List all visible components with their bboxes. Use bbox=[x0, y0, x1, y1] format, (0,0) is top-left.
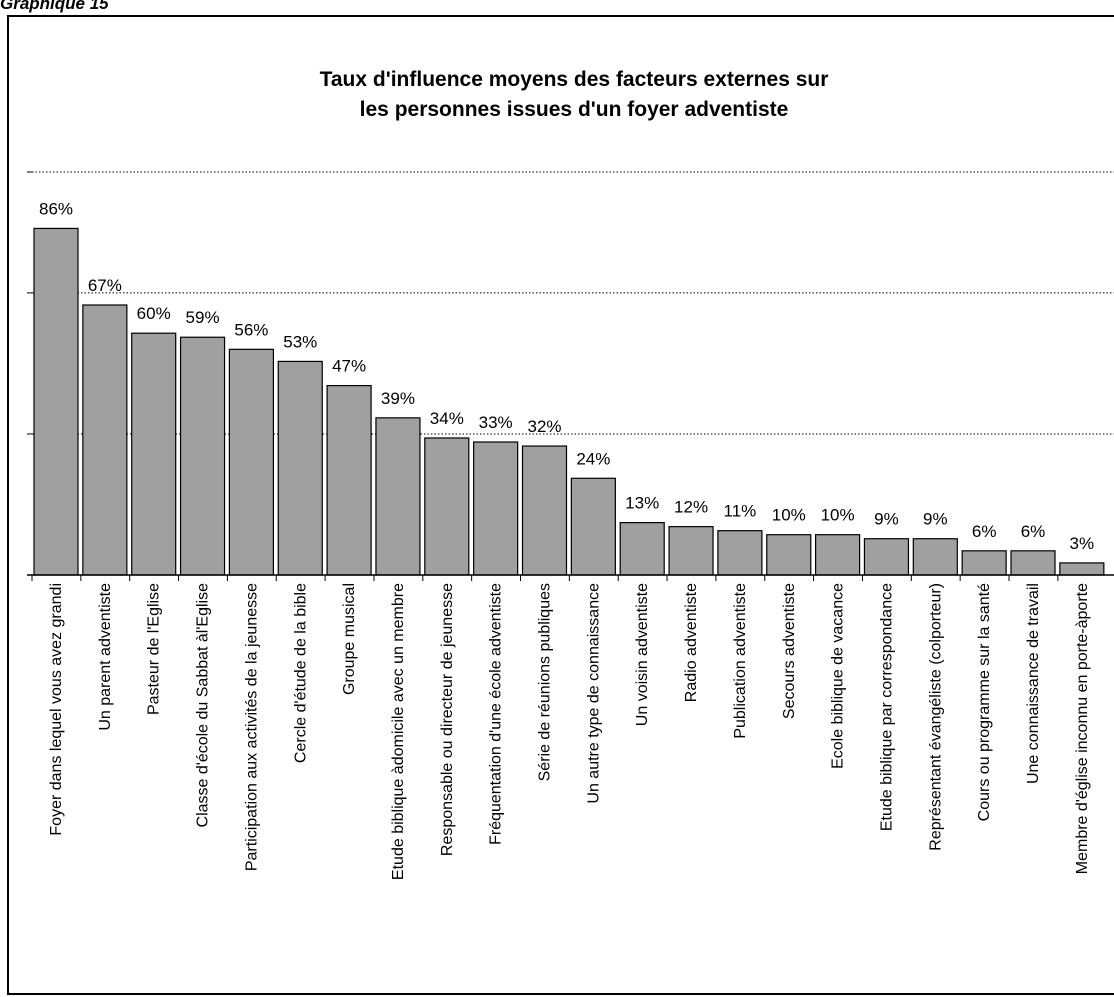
category-label-21: Une connaissance de travail bbox=[1025, 583, 1042, 784]
bar-3 bbox=[131, 332, 177, 576]
category-label-7: Groupe musical bbox=[341, 583, 358, 695]
bar-10 bbox=[473, 441, 519, 576]
bar-14 bbox=[668, 526, 714, 576]
figure-caption: Graphique 15 bbox=[0, 0, 109, 13]
bar-chart: Taux d'influence moyens des facteurs ext… bbox=[27, 68, 1114, 880]
bar-15 bbox=[717, 530, 763, 576]
category-label-19: Représentant évangéliste (colporteur) bbox=[927, 583, 944, 851]
axis-layer bbox=[27, 574, 1114, 581]
value-label-20: 6% bbox=[972, 522, 997, 541]
value-label-13: 13% bbox=[625, 494, 659, 513]
category-label-12: Un autre type de connaissance bbox=[585, 583, 602, 804]
bar-13 bbox=[619, 522, 665, 576]
bar-21 bbox=[1010, 550, 1056, 576]
value-label-14: 12% bbox=[674, 498, 708, 517]
category-label-11: Série de réunions publiques bbox=[537, 583, 554, 781]
value-label-2: 67% bbox=[88, 276, 122, 295]
bar-4 bbox=[179, 336, 226, 576]
value-label-11: 32% bbox=[527, 417, 561, 436]
bar-9 bbox=[424, 437, 470, 576]
bar-6 bbox=[277, 360, 323, 576]
category-label-13: Un voisin adventiste bbox=[634, 583, 651, 726]
category-label-22: Membre d'église inconnu en porte-àporte bbox=[1074, 583, 1091, 874]
chart-title: Taux d'influence moyens des facteurs ext… bbox=[320, 68, 829, 121]
category-label-15: Publication adventiste bbox=[732, 583, 749, 739]
value-label-9: 34% bbox=[430, 409, 464, 428]
bar-22 bbox=[1059, 562, 1105, 576]
bar-11 bbox=[521, 445, 568, 576]
category-label-18: Etude biblique par correspondance bbox=[878, 583, 895, 831]
value-label-12: 24% bbox=[576, 449, 610, 468]
bar-1 bbox=[33, 227, 79, 576]
value-label-19: 9% bbox=[923, 510, 948, 529]
bar-17 bbox=[814, 534, 861, 576]
category-label-2: Un parent adventiste bbox=[97, 583, 114, 731]
value-label-4: 59% bbox=[186, 308, 220, 327]
bar-layer bbox=[33, 227, 1105, 576]
bar-18 bbox=[863, 538, 910, 576]
category-label-layer: Foyer dans lequel vous avez grandi Un par… bbox=[48, 583, 1091, 880]
category-label-5: Participation aux activités de la jeunes… bbox=[243, 583, 260, 871]
category-label-16: Secours adventiste bbox=[781, 583, 798, 719]
value-label-1: 86% bbox=[39, 199, 73, 218]
value-label-layer: 86% 67% 60% 59% 56% 53% 47% 39% 34% 33% 32% 24% 13% 1… bbox=[39, 199, 1094, 552]
bar-16 bbox=[766, 534, 812, 576]
value-label-7: 47% bbox=[332, 357, 366, 376]
chart-frame: Taux d'influence moyens des facteurs ext… bbox=[7, 15, 1114, 995]
value-label-8: 39% bbox=[381, 389, 415, 408]
chart-title-line-1: Taux d'influence moyens des facteurs ext… bbox=[320, 68, 829, 91]
chart-title-line-2: les personnes issues d'un foyer adventis… bbox=[360, 98, 789, 121]
value-label-17: 10% bbox=[821, 506, 855, 525]
category-label-1: Foyer dans lequel vous avez grandi bbox=[48, 583, 65, 836]
bar-12 bbox=[570, 477, 616, 576]
category-label-17: Ecole biblique de vacance bbox=[830, 583, 847, 769]
bar-7 bbox=[326, 384, 372, 576]
grid-layer bbox=[27, 171, 1114, 435]
value-label-3: 60% bbox=[137, 304, 171, 323]
category-label-10: Fréquentation d'une école adventiste bbox=[488, 583, 505, 845]
value-label-15: 11% bbox=[724, 502, 757, 521]
value-label-16: 10% bbox=[772, 506, 806, 525]
category-label-20: Cours ou programme sur la santé bbox=[976, 583, 993, 821]
value-label-6: 53% bbox=[283, 332, 317, 351]
bar-20 bbox=[961, 550, 1007, 576]
category-label-8: Etude biblique àdomicile avec un membre bbox=[390, 583, 407, 880]
value-label-22: 3% bbox=[1070, 534, 1095, 553]
category-label-9: Responsable ou directeur de jeunesse bbox=[439, 583, 456, 856]
category-label-4: Classe d'école du Sabbat àl'Eglise bbox=[195, 583, 212, 828]
bar-5 bbox=[228, 348, 274, 576]
bar-8 bbox=[375, 417, 421, 576]
category-label-3: Pasteur de l'Eglise bbox=[146, 583, 163, 715]
value-label-18: 9% bbox=[874, 510, 899, 529]
category-label-14: Radio adventiste bbox=[683, 583, 700, 702]
bar-2 bbox=[82, 304, 128, 576]
value-label-10: 33% bbox=[479, 413, 513, 432]
value-label-5: 56% bbox=[234, 320, 268, 339]
value-label-21: 6% bbox=[1021, 522, 1046, 541]
category-label-6: Cercle d'étude de la bible bbox=[292, 583, 309, 763]
bar-19 bbox=[912, 538, 958, 576]
